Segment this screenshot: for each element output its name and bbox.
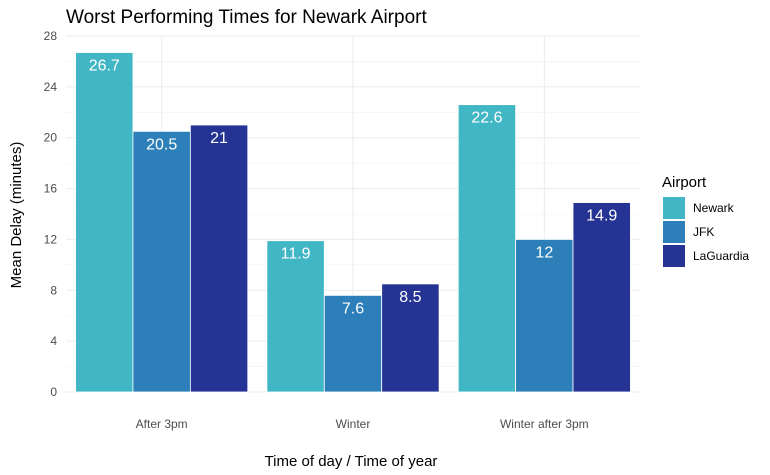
y-tick-label: 16 — [44, 182, 58, 196]
y-tick-label: 8 — [50, 283, 57, 297]
bar-value-label: 11.9 — [281, 246, 311, 263]
bar-value-label: 21 — [210, 130, 228, 147]
bar-jfk-3 — [515, 239, 574, 393]
x-axis-ticks: After 3pm Winter Winter after 3pm — [136, 417, 589, 431]
bar-value-label: 7.6 — [342, 300, 364, 317]
chart-title: Worst Performing Times for Newark Airpor… — [66, 7, 427, 28]
y-tick-label: 4 — [50, 334, 57, 348]
legend-title: Airport — [662, 174, 707, 191]
bar-value-label: 8.5 — [399, 289, 421, 306]
y-tick-label: 20 — [44, 131, 58, 145]
bar-value-label: 14.9 — [586, 208, 617, 225]
legend-items: Newark JFK LaGuardia — [663, 197, 749, 267]
bar-newark-3 — [457, 104, 517, 393]
bar-value-label: 22.6 — [471, 110, 502, 127]
x-tick-label: After 3pm — [136, 417, 188, 431]
legend-key-jfk — [663, 221, 685, 243]
x-axis-title: Time of day / Time of year — [265, 453, 438, 470]
y-tick-label: 12 — [44, 232, 58, 246]
bar-laguardia-1 — [189, 124, 249, 393]
legend: Airport Newark JFK LaGuardia — [662, 174, 749, 267]
legend-label-newark: Newark — [693, 201, 735, 215]
bar-value-label: 12 — [535, 244, 553, 261]
bar-newark-2 — [266, 240, 325, 393]
legend-label-jfk: JFK — [693, 225, 714, 239]
legend-label-laguardia: LaGuardia — [693, 249, 749, 263]
y-axis-ticks: 0 4 8 12 16 20 24 28 — [44, 29, 58, 399]
bar-value-label: 26.7 — [89, 58, 120, 75]
y-tick-label: 0 — [50, 385, 57, 399]
bar-laguardia-2 — [381, 283, 440, 393]
bar-jfk-1 — [132, 130, 191, 393]
bar-laguardia-3 — [572, 202, 631, 393]
bar-value-label: 20.5 — [146, 136, 177, 153]
y-tick-label: 24 — [44, 80, 58, 94]
x-tick-label: Winter after 3pm — [500, 417, 589, 431]
y-axis-title: Mean Delay (minutes) — [8, 142, 25, 289]
x-tick-label: Winter — [336, 417, 371, 431]
legend-key-newark — [663, 197, 685, 219]
y-tick-label: 28 — [44, 29, 58, 43]
legend-key-laguardia — [663, 245, 685, 267]
bar-newark-1 — [75, 52, 134, 393]
bars — [75, 52, 631, 393]
bar-labels: 26.7 20.5 21 11.9 7.6 8.5 22.6 12 14.9 — [89, 58, 618, 318]
